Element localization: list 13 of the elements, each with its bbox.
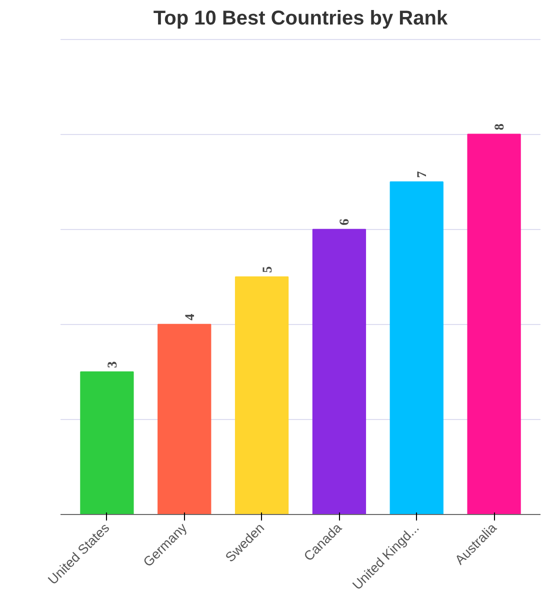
- bar: [467, 134, 521, 514]
- bar: [312, 228, 366, 514]
- bar: [390, 181, 444, 514]
- data-label: 4: [182, 313, 197, 320]
- data-label: 3: [104, 360, 120, 368]
- data-label: 6: [336, 218, 352, 226]
- data-label: 8: [492, 123, 507, 130]
- chart-title: Top 10 Best Countries by Rank: [153, 8, 448, 30]
- bar: [80, 371, 134, 514]
- data-label: 7: [414, 170, 430, 178]
- data-label: 5: [259, 266, 274, 273]
- bar: [234, 276, 289, 514]
- bar: [158, 324, 212, 514]
